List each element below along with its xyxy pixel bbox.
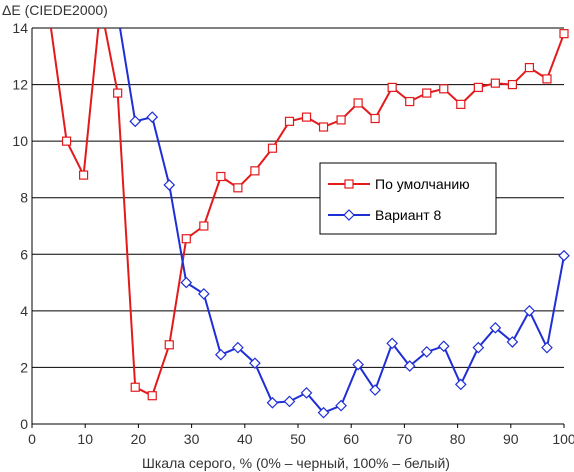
- x-tick-label: 60: [343, 431, 359, 447]
- data-point: [164, 340, 174, 350]
- y-tick-label: 10: [12, 133, 28, 149]
- x-tick-label: 50: [290, 431, 306, 447]
- data-point: [318, 122, 329, 132]
- legend: По умолчанию Вариант 8: [319, 162, 497, 235]
- data-point: [283, 395, 296, 408]
- data-point: [163, 179, 176, 191]
- data-point: [420, 346, 433, 358]
- data-point: [301, 112, 312, 122]
- data-point: [352, 358, 364, 371]
- x-tick-label: 20: [131, 431, 147, 447]
- data-point: [147, 391, 157, 401]
- data-point: [490, 78, 500, 88]
- x-axis-title: Шкала серого, % (0% – черный, 100% – бел…: [142, 455, 450, 471]
- data-point: [317, 406, 330, 419]
- data-point: [146, 111, 159, 123]
- data-point: [249, 357, 261, 370]
- data-point: [422, 88, 432, 98]
- tick-labels: 0 2 4 6 8 10 12 14 0 10 20 30 40 50 60 70 80 90 100: [12, 20, 574, 447]
- data-point: [233, 183, 243, 193]
- data-point: [250, 166, 260, 176]
- data-point: [267, 143, 278, 153]
- y-tick-label: 12: [12, 77, 28, 93]
- data-point: [386, 337, 399, 350]
- data-point: [473, 82, 483, 93]
- data-point: [369, 384, 381, 396]
- data-point: [523, 305, 536, 317]
- data-point: [387, 82, 397, 93]
- y-tick-label: 4: [20, 303, 28, 319]
- data-point: [199, 221, 209, 231]
- data-point: [197, 288, 210, 300]
- data-point: [437, 340, 450, 353]
- y-tick-label: 8: [20, 190, 28, 206]
- data-point: [266, 396, 279, 409]
- x-tick-label: 80: [450, 431, 466, 447]
- data-point: [336, 115, 346, 125]
- x-tick-label: 40: [237, 431, 253, 447]
- data-point: [439, 84, 449, 94]
- data-point: [558, 249, 570, 262]
- x-tick-label: 100: [552, 431, 574, 447]
- data-point: [489, 321, 502, 334]
- data-point: [507, 79, 517, 90]
- data-point: [113, 88, 123, 98]
- data-point: [524, 62, 535, 73]
- markers: [61, 29, 570, 419]
- data-point: [61, 136, 72, 146]
- data-point: [216, 171, 226, 182]
- legend-box: [319, 162, 497, 235]
- data-point: [79, 170, 89, 180]
- data-point: [370, 113, 380, 124]
- data-point: [232, 341, 244, 354]
- data-point: [300, 387, 313, 399]
- data-point: [353, 98, 363, 108]
- data-point: [129, 115, 142, 128]
- legend-marker: [343, 209, 355, 221]
- data-point: [284, 116, 295, 126]
- x-tick-label: 90: [503, 431, 519, 447]
- legend-label: Вариант 8: [375, 207, 442, 223]
- legend-marker: [344, 179, 354, 189]
- x-tick-label: 10: [77, 431, 93, 447]
- data-point: [130, 382, 140, 392]
- data-point: [542, 74, 552, 84]
- data-point: [335, 399, 347, 412]
- y-tick-label: 0: [20, 416, 28, 432]
- data-point: [472, 341, 485, 354]
- x-tick-label: 70: [397, 431, 413, 447]
- y-tick-label: 2: [20, 359, 28, 375]
- data-point: [506, 336, 519, 348]
- data-point: [559, 29, 569, 39]
- data-point: [181, 234, 191, 244]
- data-point: [215, 348, 227, 361]
- data-point: [454, 378, 467, 391]
- legend-label: По умолчанию: [375, 176, 470, 192]
- x-tick-label: 0: [28, 431, 36, 447]
- data-point: [405, 96, 415, 107]
- data-point: [180, 276, 193, 289]
- data-point: [456, 99, 466, 109]
- data-point: [403, 360, 416, 372]
- data-point: [541, 341, 553, 354]
- y-tick-label: 14: [12, 20, 28, 36]
- y-tick-label: 6: [20, 246, 28, 262]
- y-axis-title: ΔE (CIEDE2000): [2, 2, 108, 18]
- axes: [31, 28, 565, 428]
- x-tick-label: 30: [184, 431, 200, 447]
